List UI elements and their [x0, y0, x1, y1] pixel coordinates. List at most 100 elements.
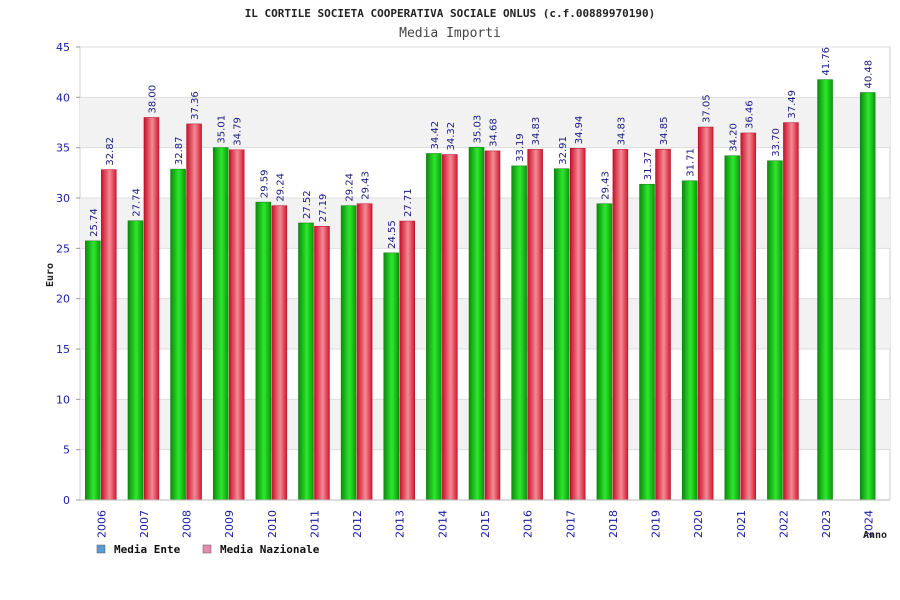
x-tick-label: 2018	[607, 510, 620, 538]
chart-subtitle: Media Importi	[399, 26, 501, 41]
data-label: 37.49	[787, 90, 798, 119]
x-tick-label: 2012	[351, 510, 364, 538]
data-label: 29.24	[275, 173, 286, 202]
bar-media-ente-2022	[767, 160, 783, 501]
x-tick-label: 2022	[777, 510, 790, 538]
bar-media-nazionale-2006	[101, 169, 117, 501]
x-tick-label: 2023	[820, 510, 833, 538]
data-label: 40.48	[864, 60, 875, 89]
bar-media-ente-2012	[340, 205, 357, 501]
data-label: 34.83	[616, 117, 627, 146]
y-tick-label: 20	[56, 293, 70, 306]
y-axis-ticks: 0 5 10 15 20 25 30 35 40 45	[56, 41, 80, 507]
bar-media-ente-2007	[127, 220, 144, 501]
y-tick-label: 30	[56, 192, 70, 205]
x-tick-label: 2019	[650, 510, 663, 538]
data-label: 29.24	[345, 173, 356, 202]
x-tick-label: 2013	[394, 510, 407, 538]
x-tick-label: 2011	[308, 510, 321, 538]
bar-media-nazionale-2018	[612, 149, 629, 501]
x-tick-label: 2009	[223, 510, 236, 538]
x-axis-label: Anno	[863, 530, 887, 541]
chart-title: IL CORTILE SOCIETA COOPERATIVA SOCIALE O…	[245, 7, 656, 20]
bar-media-nazionale-2021	[740, 132, 757, 501]
data-label: 34.32	[446, 122, 457, 151]
data-label: 34.20	[728, 123, 739, 152]
data-label: 32.91	[558, 136, 569, 165]
data-label: 34.83	[531, 117, 542, 146]
data-label: 29.59	[259, 169, 270, 198]
data-label: 33.19	[515, 133, 526, 162]
bar-media-nazionale-2015	[484, 150, 501, 501]
y-tick-label: 15	[56, 343, 70, 356]
bar-media-ente-2016	[511, 165, 527, 501]
y-tick-label: 5	[63, 444, 70, 457]
data-label: 27.71	[403, 188, 414, 217]
data-label: 34.79	[233, 117, 244, 146]
x-tick-label: 2014	[436, 510, 449, 538]
bar-media-ente-2024	[859, 92, 876, 501]
bar-media-ente-2018	[596, 203, 613, 501]
x-tick-label: 2010	[266, 510, 279, 538]
bars	[85, 79, 876, 501]
data-label: 29.43	[361, 171, 372, 200]
bar-media-nazionale-2022	[783, 122, 799, 501]
data-labels: 25.74 32.82 27.74 38.00 32.87 37.36 35.01 34.79…	[89, 47, 875, 249]
x-tick-label: 2007	[138, 510, 151, 538]
x-tick-label: 2020	[692, 510, 705, 538]
bar-media-ente-2008	[170, 168, 186, 501]
bar-media-ente-2013	[383, 252, 399, 501]
legend-label: Media Ente	[114, 543, 181, 556]
bar-media-nazionale-2017	[570, 148, 586, 501]
data-label: 35.01	[217, 115, 228, 144]
y-tick-label: 35	[56, 142, 70, 155]
y-axis-label: Euro	[45, 263, 56, 287]
bar-media-nazionale-2010	[271, 205, 288, 501]
bar-media-ente-2014	[426, 153, 442, 501]
data-label: 37.36	[190, 91, 201, 120]
data-label: 25.74	[89, 208, 100, 237]
data-label: 36.46	[744, 100, 755, 129]
bar-media-nazionale-2011	[314, 226, 330, 501]
x-tick-label: 2021	[735, 510, 748, 538]
bar-media-ente-2010	[255, 201, 272, 501]
data-label: 29.43	[600, 171, 611, 200]
data-label: 33.70	[771, 128, 782, 157]
y-tick-label: 10	[56, 393, 70, 406]
data-label: 37.05	[702, 94, 713, 123]
data-label: 27.74	[131, 188, 142, 217]
legend-swatch-media-nazionale	[202, 544, 212, 554]
bar-media-ente-2019	[639, 183, 655, 501]
bar-media-nazionale-2009	[228, 149, 245, 501]
bar-media-nazionale-2014	[442, 154, 458, 501]
x-tick-label: 2024	[863, 510, 876, 538]
data-label: 34.68	[489, 118, 500, 147]
data-label: 32.87	[174, 136, 185, 165]
x-tick-label: 2015	[479, 510, 492, 538]
bar-media-nazionale-2019	[655, 148, 671, 501]
legend-label: Media Nazionale	[220, 543, 320, 556]
data-label: 27.19	[318, 194, 329, 223]
data-label: 24.55	[387, 220, 398, 249]
data-label: 38.00	[147, 85, 158, 114]
y-tick-label: 25	[56, 242, 70, 255]
bar-media-ente-2017	[554, 168, 570, 501]
legend-swatch-media-ente	[96, 544, 106, 554]
bar-media-nazionale-2020	[697, 126, 714, 501]
bar-media-ente-2009	[212, 147, 229, 501]
bar-media-nazionale-2013	[399, 220, 415, 501]
x-tick-label: 2016	[522, 510, 535, 538]
bar-media-ente-2015	[468, 147, 485, 501]
bar-media-ente-2011	[298, 222, 314, 501]
data-label: 31.37	[643, 152, 654, 181]
x-tick-label: 2017	[564, 510, 577, 538]
data-label: 35.03	[473, 115, 484, 144]
data-label: 34.94	[574, 116, 585, 145]
bar-media-nazionale-2012	[356, 203, 373, 501]
data-label: 34.85	[659, 117, 670, 146]
data-label: 31.71	[686, 148, 697, 177]
data-label: 32.82	[105, 137, 116, 166]
data-label: 27.52	[302, 190, 313, 219]
y-tick-label: 0	[63, 494, 70, 507]
data-label: 41.76	[821, 47, 832, 76]
